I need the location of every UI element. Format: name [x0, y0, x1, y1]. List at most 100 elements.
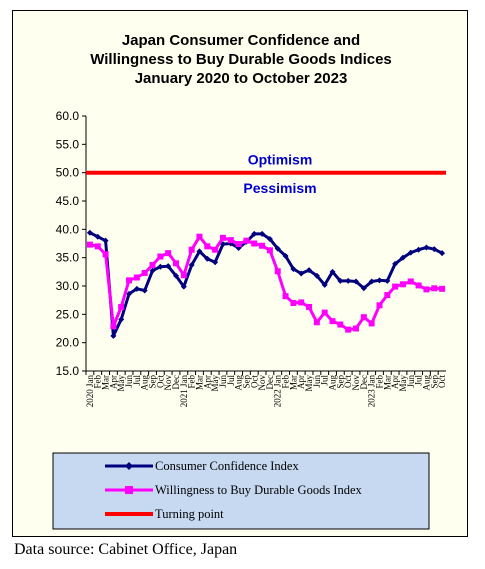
x-tick-label: Sep: [148, 375, 158, 389]
data-point: [306, 303, 313, 310]
data-point: [298, 270, 305, 277]
y-tick-label: 15.0: [56, 364, 80, 378]
data-point: [259, 242, 266, 249]
data-point: [399, 281, 406, 288]
data-point: [368, 278, 375, 285]
data-point: [376, 277, 383, 284]
data-point: [345, 326, 352, 333]
data-point: [282, 252, 289, 259]
x-tick-label: Aug: [421, 375, 431, 391]
x-tick-label: Dec: [359, 375, 369, 390]
x-tick-label: Feb: [93, 375, 103, 389]
data-point: [173, 272, 179, 279]
data-point: [423, 244, 430, 251]
data-point: [204, 243, 211, 250]
x-tick-label: Oct: [155, 375, 165, 388]
data-point: [274, 268, 281, 275]
data-point: [235, 241, 242, 248]
y-tick-label: 60.0: [56, 109, 80, 123]
data-point: [345, 277, 352, 284]
chart-title-line: January 2020 to October 2023: [135, 70, 348, 87]
data-point: [439, 285, 446, 292]
x-tick-label: Apr: [296, 375, 306, 389]
legend-marker: [125, 462, 133, 470]
x-tick-label: 2021 Jan: [179, 375, 189, 408]
x-tick-label: Jul: [414, 375, 424, 386]
data-point: [196, 233, 203, 240]
data-point: [165, 250, 172, 257]
data-source-note: Data source: Cabinet Office, Japan: [14, 541, 238, 558]
x-tick-label: Mar: [194, 375, 204, 390]
x-tick-label: Jun: [124, 375, 134, 388]
x-tick-label: Feb: [187, 375, 197, 389]
data-point: [321, 281, 328, 288]
x-tick-label: Jul: [320, 375, 330, 386]
data-point: [188, 246, 195, 253]
series-line: [89, 231, 443, 338]
legend-marker: [125, 486, 133, 494]
x-tick-label: Apr: [390, 375, 400, 389]
data-point: [243, 237, 250, 244]
x-tick-label: Mar: [101, 375, 111, 390]
data-point: [133, 285, 140, 292]
y-tick-label: 30.0: [56, 279, 80, 293]
data-point: [290, 300, 297, 306]
x-tick-label: Sep: [429, 375, 439, 389]
x-tick-label: Nov: [351, 375, 361, 391]
x-tick-label: Jun: [406, 375, 416, 388]
data-point: [290, 266, 297, 272]
x-tick-label: Apr: [108, 375, 118, 389]
chart-frame: Japan Consumer Confidence and Willingness…: [12, 10, 468, 537]
zone-label: Pessimism: [243, 180, 316, 196]
chart-title: Japan Consumer Confidence and Willingness…: [90, 32, 392, 87]
data-point: [212, 259, 219, 266]
x-tick-label: Oct: [437, 375, 447, 388]
x-tick-label: 2023 Jan: [367, 375, 377, 408]
data-point: [118, 316, 125, 323]
data-point: [251, 240, 258, 247]
x-tick-label: Feb: [281, 375, 291, 389]
y-tick-label: 45.0: [56, 194, 80, 208]
x-tick-label: Jun: [312, 375, 322, 388]
data-point: [227, 237, 234, 244]
data-point: [141, 287, 148, 294]
data-point: [251, 230, 258, 237]
data-point: [126, 277, 133, 284]
y-tick-label: 40.0: [56, 222, 80, 236]
data-point: [313, 272, 320, 279]
data-point: [415, 282, 422, 289]
x-tick-label: May: [210, 375, 220, 392]
chart-title-line: Japan Consumer Confidence and: [122, 32, 360, 49]
data-point: [212, 246, 219, 253]
x-tick-label: May: [304, 375, 314, 392]
data-point: [407, 249, 414, 256]
x-tick-label: May: [398, 375, 408, 392]
data-point: [384, 277, 391, 284]
data-point: [141, 269, 148, 276]
data-point: [399, 254, 406, 261]
data-point: [86, 229, 93, 236]
x-tick-label: Aug: [328, 375, 338, 391]
y-tick-label: 25.0: [56, 307, 80, 321]
chart-canvas: Japan Consumer Confidence and Willingness…: [52, 32, 447, 530]
data-point: [360, 314, 367, 321]
data-point: [337, 277, 344, 284]
legend: Consumer Confidence Index Willingness to …: [52, 452, 430, 530]
data-point: [157, 263, 164, 270]
data-point: [353, 325, 359, 332]
data-point: [102, 251, 109, 258]
data-point: [337, 321, 344, 328]
data-point: [157, 253, 164, 260]
x-tick-label: Mar: [382, 375, 392, 390]
y-tick-label: 20.0: [56, 336, 80, 350]
data-point: [110, 323, 117, 330]
chart-title-line: Willingness to Buy Durable Goods Indices: [90, 51, 392, 68]
data-point: [118, 303, 125, 310]
data-point: [149, 262, 156, 269]
data-point: [180, 283, 187, 290]
legend-label: Consumer Confidence Index: [155, 459, 299, 473]
data-point: [149, 267, 156, 274]
x-tick-label: Oct: [249, 375, 259, 388]
x-tick-label: Aug: [140, 375, 150, 391]
plot-area: 15.0 20.0 25.0 30.0 35.0 40.0 45.0 50.0 55.0 60.0…: [56, 109, 447, 407]
